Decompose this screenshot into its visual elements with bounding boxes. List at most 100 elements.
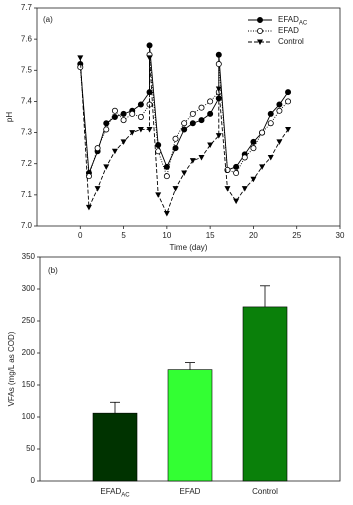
marker (103, 120, 110, 127)
legend-label-main: Control (278, 37, 304, 46)
legend-label: EFAD (278, 26, 299, 35)
x-tick-label-main: EFAD (100, 487, 121, 496)
x-tick-label-main: Control (252, 487, 278, 496)
marker (259, 164, 266, 170)
marker (189, 110, 196, 117)
series-line (79, 57, 289, 215)
marker (94, 186, 101, 192)
marker (285, 89, 292, 96)
marker (146, 126, 153, 133)
x-tick-label-main: EFAD (180, 487, 201, 496)
y-tick-label: 0 (31, 476, 36, 485)
x-tick-label: EFAD (180, 487, 201, 496)
y-tick-label: 300 (22, 284, 36, 293)
x-tick-label: 20 (249, 231, 258, 240)
legend-label-main: EFAD (278, 15, 299, 24)
x-tick-label: 15 (206, 231, 215, 240)
legend-label: Control (278, 37, 304, 46)
marker (189, 158, 196, 164)
plot-frame (36, 7, 341, 227)
marker (198, 117, 205, 124)
y-tick-label: 7.6 (21, 34, 33, 43)
bar (92, 412, 138, 482)
marker (259, 129, 266, 136)
marker (129, 110, 136, 117)
marker (215, 51, 222, 58)
y-tick-label: 50 (26, 444, 35, 453)
marker (215, 61, 222, 68)
marker (137, 101, 144, 108)
marker (181, 120, 188, 127)
marker (189, 120, 196, 127)
marker (250, 138, 257, 145)
series-line (79, 45, 289, 174)
marker (198, 154, 205, 161)
marker (155, 192, 162, 198)
marker (267, 110, 274, 117)
bar (242, 306, 288, 482)
marker (77, 55, 84, 61)
marker (267, 154, 274, 161)
y-tick-label: 250 (22, 316, 36, 325)
marker (233, 163, 240, 170)
marker (172, 186, 179, 192)
marker (241, 186, 248, 192)
marker (233, 198, 240, 205)
panel-label: (b) (48, 266, 58, 275)
marker (103, 126, 110, 133)
marker (224, 186, 231, 192)
y-axis-label: VFAs (mg/L as COD) (7, 331, 16, 406)
marker (85, 173, 92, 180)
marker (120, 117, 127, 124)
marker (276, 101, 283, 108)
marker (285, 98, 292, 105)
marker (94, 145, 101, 152)
y-tick-label: 7.2 (21, 159, 33, 168)
marker (250, 145, 257, 152)
marker (163, 173, 170, 180)
y-axis-label: pH (5, 112, 14, 122)
x-tick-label: Control (252, 487, 278, 496)
marker (198, 104, 205, 111)
y-tick-label: 200 (22, 348, 36, 357)
marker (181, 170, 188, 177)
marker (276, 139, 283, 145)
y-tick-label: 7.4 (21, 97, 33, 106)
x-tick-label: 30 (336, 231, 345, 240)
legend-marker (256, 16, 263, 23)
marker (250, 176, 257, 183)
legend-label: EFADAC (278, 15, 308, 26)
legend-label-main: EFAD (278, 26, 299, 35)
legend-marker (257, 39, 263, 45)
x-tick-label: 5 (121, 231, 126, 240)
marker (207, 98, 214, 105)
x-tick-label: 10 (162, 231, 171, 240)
x-tick-label: 25 (292, 231, 301, 240)
marker (215, 86, 222, 92)
x-tick-label: 0 (78, 231, 83, 240)
marker (172, 135, 179, 142)
marker (146, 55, 153, 61)
marker (241, 154, 248, 161)
y-tick-label: 150 (22, 380, 36, 389)
x-tick-label-sub: AC (121, 492, 130, 498)
x-tick-label: EFADAC (100, 487, 130, 498)
marker (267, 120, 274, 127)
marker (120, 110, 127, 117)
marker (103, 164, 110, 170)
marker (181, 126, 188, 133)
y-tick-label: 350 (22, 252, 36, 261)
legend-label-sub: AC (299, 20, 308, 26)
marker (207, 142, 214, 149)
marker (163, 211, 170, 217)
y-tick-label: 7.0 (21, 221, 33, 230)
marker (111, 148, 118, 155)
marker (207, 110, 214, 117)
legend-marker (256, 27, 263, 34)
marker (233, 170, 240, 177)
marker (111, 107, 118, 114)
marker (215, 133, 222, 139)
y-tick-label: 100 (22, 412, 36, 421)
marker (285, 126, 292, 133)
